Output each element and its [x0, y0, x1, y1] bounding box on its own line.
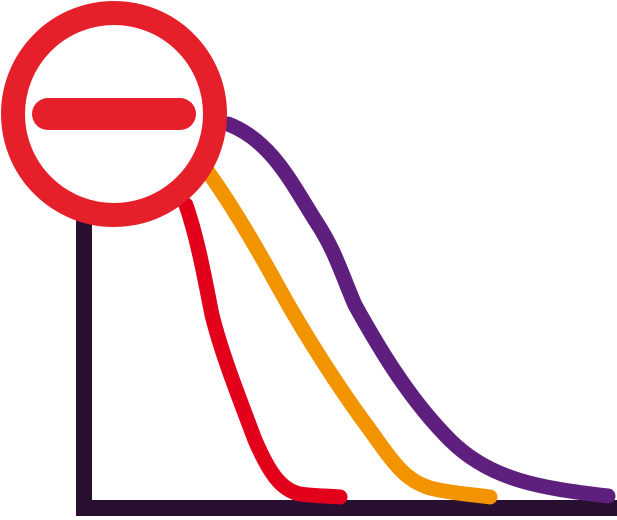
minus-sign-icon: [32, 98, 196, 130]
purple-curve: [220, 116, 616, 504]
minus-badge-icon: [1, 1, 227, 227]
decline-curves: [178, 116, 616, 505]
red-curve: [178, 197, 348, 505]
chart-axes: [76, 220, 617, 516]
orange-curve: [200, 164, 498, 505]
